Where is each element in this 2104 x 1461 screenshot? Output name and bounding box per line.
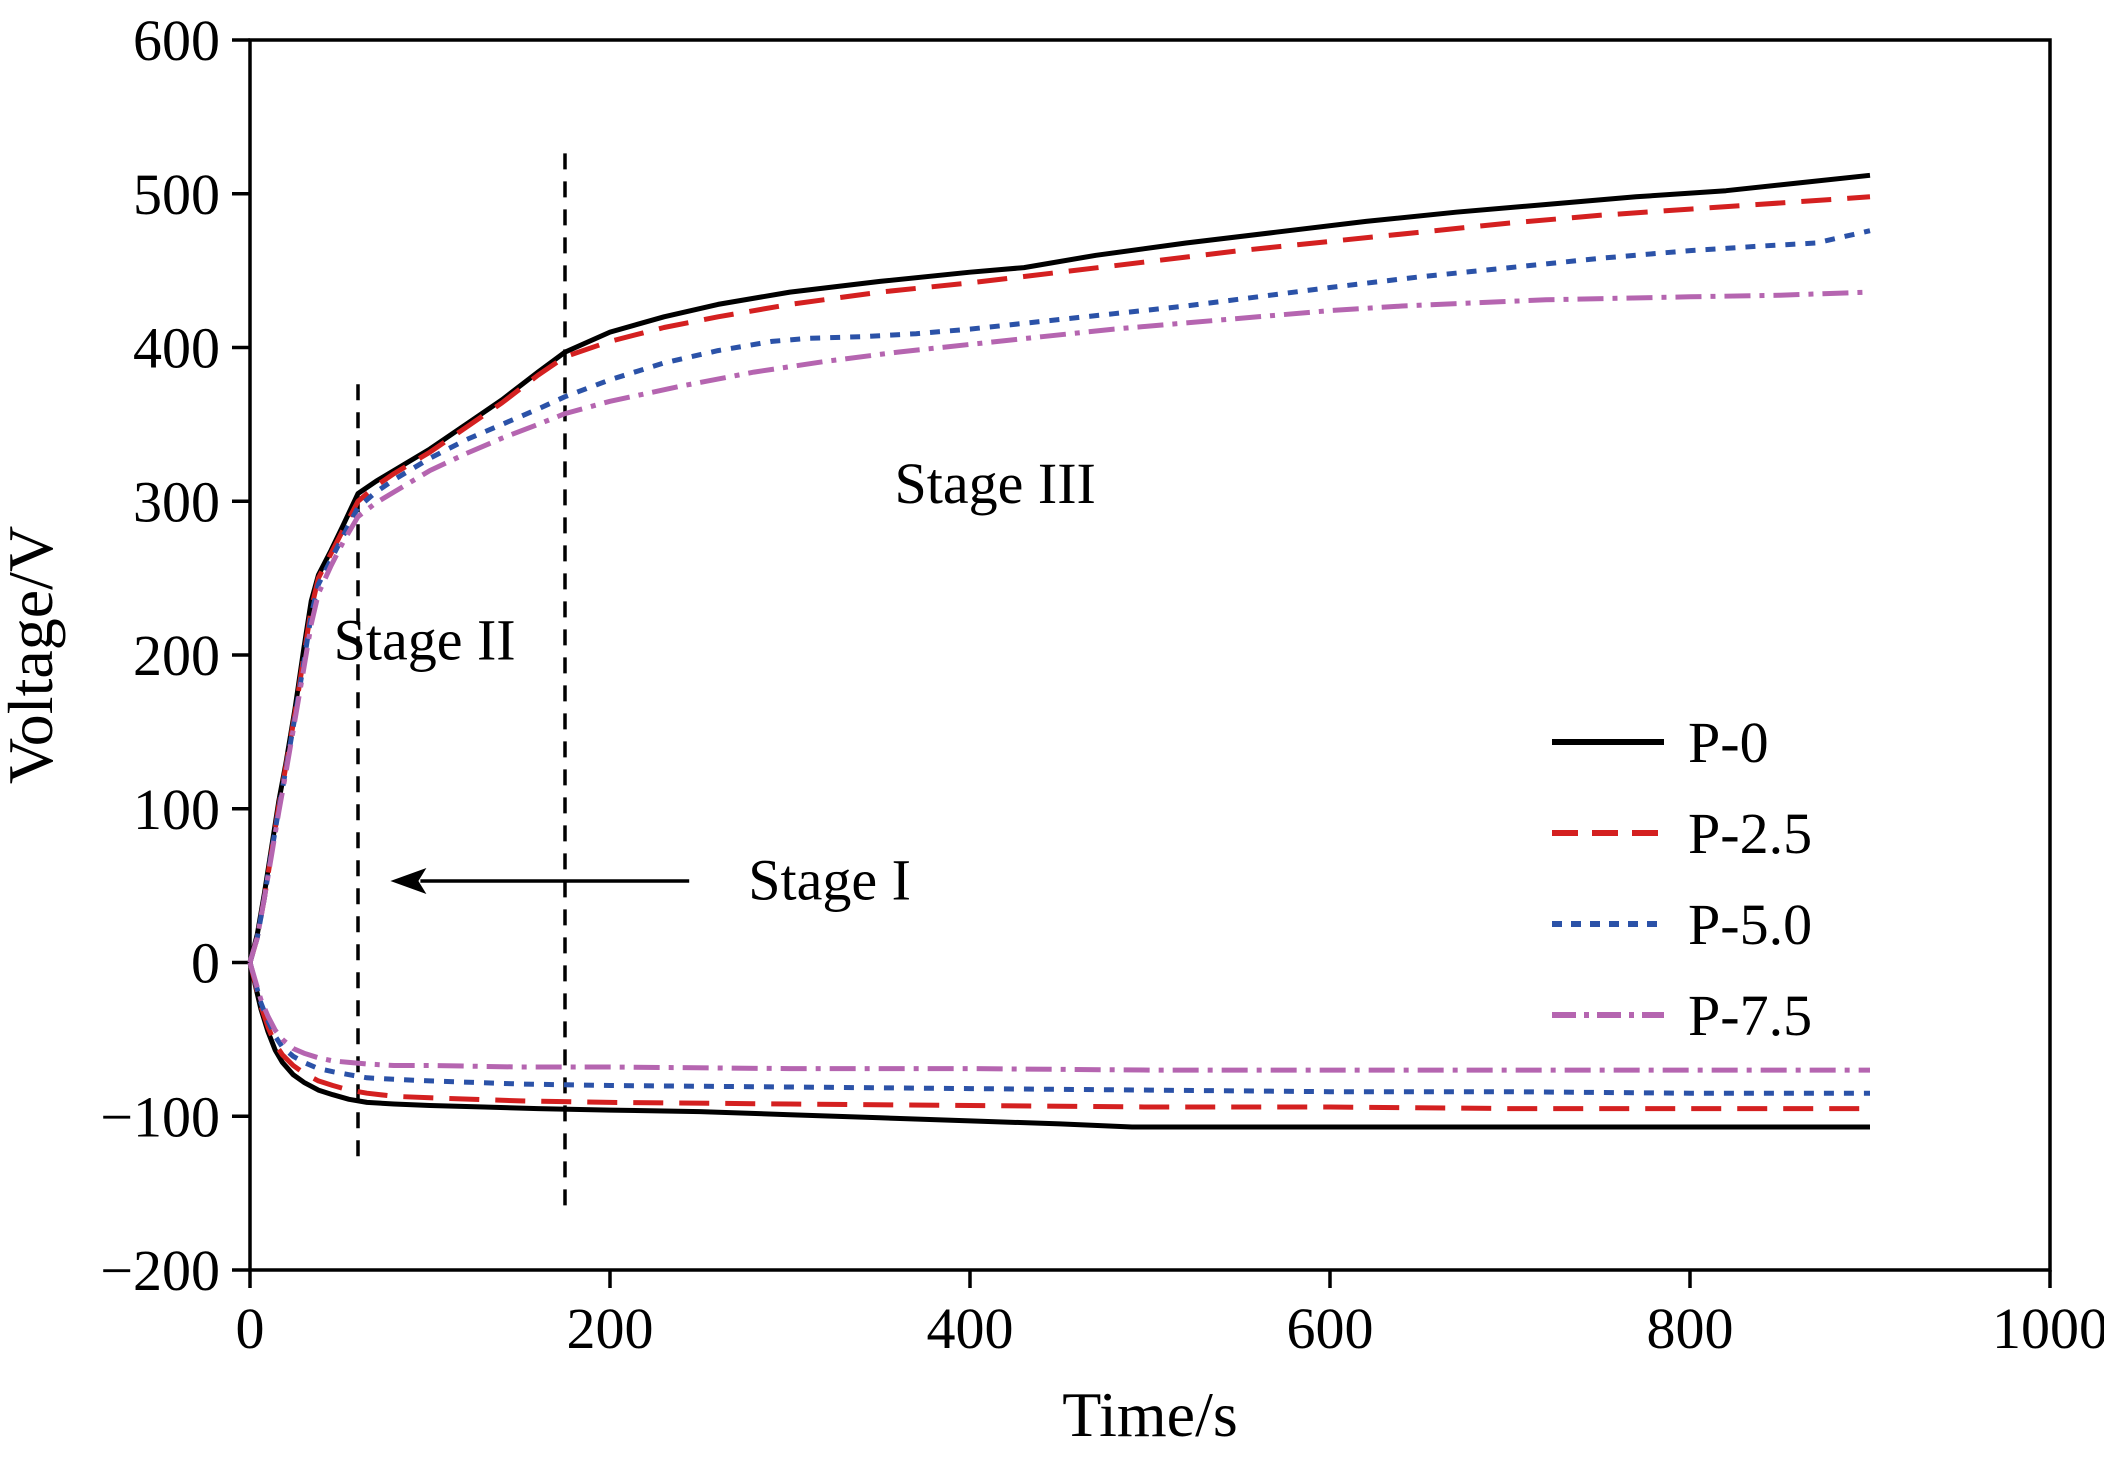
y-tick-label: 400 [133,316,220,381]
annotation-arrow-head [390,868,427,895]
y-tick-label: 100 [133,777,220,842]
y-tick-label: 0 [191,931,220,996]
legend-label-P-2.5: P-2.5 [1688,801,1812,866]
annotation-stage-3: Stage III [895,451,1096,516]
x-tick-label: 0 [236,1296,265,1361]
y-tick-label: 600 [133,8,220,73]
x-tick-label: 600 [1287,1296,1374,1361]
x-tick-label: 200 [567,1296,654,1361]
x-tick-label: 1000 [1992,1296,2104,1361]
legend-label-P-5.0: P-5.0 [1688,892,1812,957]
x-tick-label: 800 [1647,1296,1734,1361]
y-tick-label: 200 [133,623,220,688]
series-P-7.5-negative [247,961,1870,1073]
x-axis-label: Time/s [1062,1379,1238,1450]
y-tick-label: −200 [100,1238,220,1303]
series-P-2.5-negative [247,961,1870,1112]
legend-label-P-7.5: P-7.5 [1688,983,1812,1048]
series-P-5.0-negative [247,961,1870,1096]
legend-label-P-0: P-0 [1688,710,1769,775]
y-axis-label: Voltage/V [0,526,66,784]
annotation-stage-1: Stage I [748,847,911,912]
y-tick-label: −100 [100,1084,220,1149]
y-tick-label: 300 [133,469,220,534]
series-P-5.0-positive [247,228,1871,964]
x-tick-label: 400 [927,1296,1014,1361]
series-P-0-negative [247,961,1870,1130]
y-tick-label: 500 [133,162,220,227]
series-P-7.5-positive [247,289,1871,964]
annotation-stage-2: Stage II [334,608,516,673]
